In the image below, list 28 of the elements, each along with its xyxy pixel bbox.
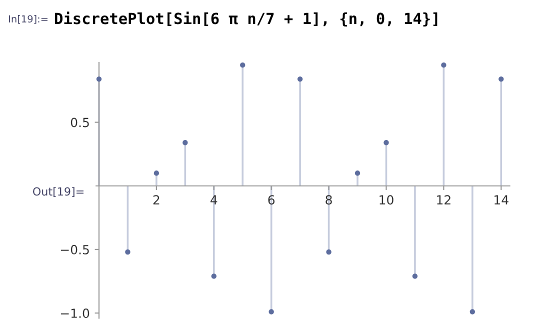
x-tick-label: 4 (210, 195, 218, 204)
point (268, 309, 274, 314)
point (326, 249, 332, 255)
point (154, 170, 160, 176)
point (470, 309, 476, 314)
text: Out[19]= (33, 187, 84, 197)
x-tick-label: 6 (268, 195, 275, 205)
point (384, 140, 389, 146)
point (498, 76, 504, 82)
y-tick-label: 0.5 (70, 118, 89, 128)
point (441, 62, 446, 68)
x-tick-label: 10 (380, 195, 394, 205)
text: In[19]:= (9, 15, 48, 24)
y-tick-label: −0.5 (60, 244, 89, 254)
x-tick-label: 2 (153, 195, 160, 204)
x-tick-label: 8 (326, 195, 332, 205)
point (412, 274, 418, 279)
chart-title: DiscretePlot[Sin[6 π n/7 + 1], {n, 0, 14}] (55, 12, 438, 27)
y-tick-label: −1.0 (60, 308, 90, 318)
point (354, 170, 360, 176)
point (182, 140, 188, 146)
point (96, 76, 102, 82)
point (211, 274, 216, 279)
x-tick-label: 12 (437, 195, 450, 204)
x-tick-label: 14 (494, 195, 508, 204)
point (240, 62, 246, 68)
point (125, 249, 130, 255)
point (297, 76, 303, 82)
